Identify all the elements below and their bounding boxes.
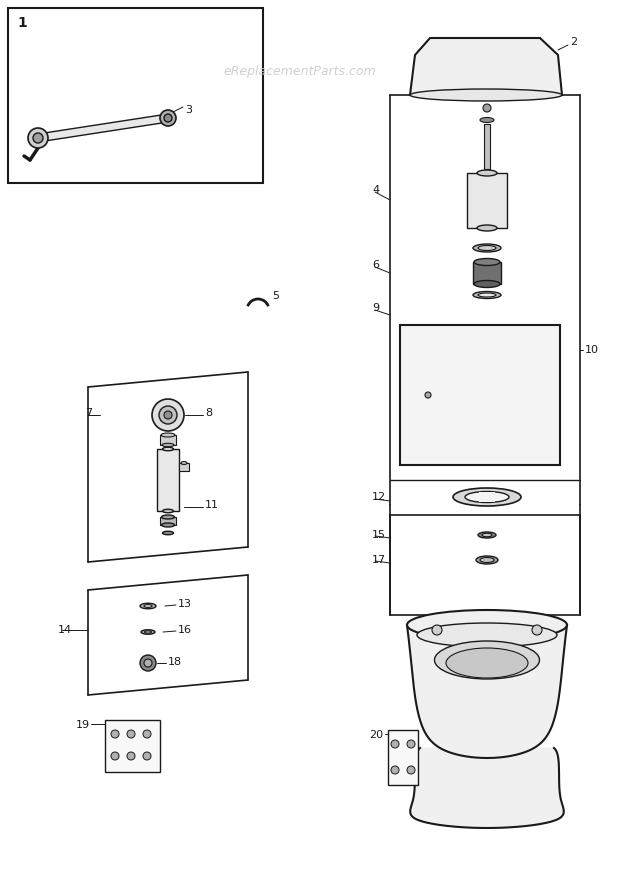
Ellipse shape [407, 610, 567, 640]
Text: 17: 17 [372, 555, 386, 565]
Bar [400, 325, 560, 465]
Text: 20: 20 [369, 730, 383, 740]
Circle shape [391, 740, 399, 748]
Circle shape [425, 392, 431, 398]
Circle shape [164, 411, 172, 419]
Text: 10: 10 [585, 345, 599, 355]
Circle shape [111, 730, 119, 738]
Circle shape [164, 114, 172, 122]
Ellipse shape [417, 623, 557, 647]
Bar [160, 435, 176, 445]
Ellipse shape [161, 433, 175, 437]
Circle shape [143, 730, 151, 738]
Text: 16: 16 [178, 625, 192, 635]
Circle shape [391, 766, 399, 774]
Circle shape [28, 128, 48, 148]
Circle shape [160, 110, 176, 126]
Ellipse shape [161, 523, 174, 527]
Circle shape [111, 752, 119, 760]
Bar [473, 262, 501, 284]
Ellipse shape [446, 648, 528, 678]
Ellipse shape [480, 558, 494, 562]
Ellipse shape [476, 556, 498, 564]
Text: 13: 13 [178, 599, 192, 609]
Ellipse shape [478, 246, 496, 251]
Bar [157, 449, 179, 511]
Text: 11: 11 [205, 500, 219, 510]
Ellipse shape [162, 510, 174, 513]
Ellipse shape [161, 515, 174, 519]
Ellipse shape [140, 603, 156, 609]
Circle shape [483, 104, 491, 112]
Ellipse shape [144, 631, 151, 633]
Text: 6: 6 [372, 260, 379, 270]
Ellipse shape [477, 225, 497, 231]
Circle shape [143, 752, 151, 760]
Text: 9: 9 [372, 303, 379, 313]
Bar [8, 8, 263, 183]
Polygon shape [410, 748, 564, 828]
Ellipse shape [482, 533, 492, 537]
Ellipse shape [141, 630, 155, 634]
Ellipse shape [473, 291, 501, 298]
Ellipse shape [478, 532, 496, 538]
Text: 14: 14 [58, 625, 72, 635]
Ellipse shape [474, 259, 500, 266]
Text: 2: 2 [570, 37, 577, 47]
Text: 5: 5 [272, 291, 279, 301]
Text: 7: 7 [85, 408, 92, 418]
Circle shape [127, 752, 135, 760]
Circle shape [152, 399, 184, 431]
Ellipse shape [162, 443, 174, 446]
Polygon shape [410, 38, 562, 95]
Text: 3: 3 [185, 105, 192, 115]
Polygon shape [407, 625, 567, 758]
Circle shape [407, 740, 415, 748]
Ellipse shape [478, 293, 496, 297]
Text: 8: 8 [205, 408, 212, 418]
Text: eReplacementParts.com: eReplacementParts.com [224, 66, 376, 79]
Ellipse shape [162, 531, 174, 535]
Circle shape [432, 625, 442, 635]
Bar [105, 720, 160, 772]
Text: 18: 18 [168, 657, 182, 667]
Ellipse shape [465, 491, 509, 503]
Circle shape [33, 133, 43, 143]
Ellipse shape [144, 604, 152, 608]
Polygon shape [37, 114, 169, 142]
Circle shape [144, 659, 152, 667]
Bar [388, 730, 418, 785]
Circle shape [407, 766, 415, 774]
Ellipse shape [477, 170, 497, 176]
Circle shape [159, 406, 177, 424]
Bar [179, 463, 189, 471]
Text: 15: 15 [372, 530, 386, 540]
Ellipse shape [453, 488, 521, 506]
Bar [484, 124, 490, 169]
Text: 1: 1 [17, 16, 27, 30]
Ellipse shape [474, 281, 500, 288]
Ellipse shape [480, 118, 494, 123]
Ellipse shape [181, 461, 187, 465]
Text: 4: 4 [372, 185, 379, 195]
Circle shape [140, 655, 156, 671]
Ellipse shape [410, 89, 562, 101]
Ellipse shape [162, 447, 174, 451]
Circle shape [532, 625, 542, 635]
Bar [160, 517, 176, 525]
Ellipse shape [473, 244, 501, 252]
Circle shape [127, 730, 135, 738]
Text: 19: 19 [76, 720, 90, 730]
Bar [479, 492, 495, 502]
Text: 12: 12 [372, 492, 386, 502]
Ellipse shape [435, 641, 539, 679]
Bar [467, 173, 507, 228]
